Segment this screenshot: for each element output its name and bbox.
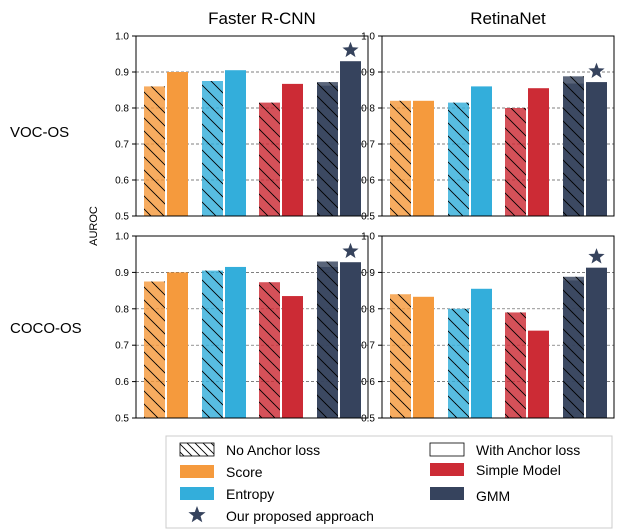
bar-with-anchor-score — [167, 272, 188, 418]
bar-hatch-score — [390, 294, 411, 418]
bar-with-anchor-simple-model — [528, 330, 549, 418]
bar-hatch-simple-model — [505, 312, 526, 418]
legend-label-with-anchor: With Anchor loss — [476, 442, 580, 458]
y-tick-label: 1.0 — [115, 32, 129, 43]
bar-with-anchor-gmm — [586, 267, 607, 418]
y-tick-label: 1.0 — [361, 32, 375, 43]
y-tick-label: 0.9 — [361, 268, 375, 279]
y-tick-label: 0.8 — [115, 304, 129, 315]
bar-with-anchor-entropy — [471, 288, 492, 418]
legend-swatch-no-anchor — [179, 442, 215, 457]
panel-coco-faster-rcnn: 0.5 0.6 0.7 0.8 0.9 1.0 — [115, 232, 369, 425]
y-tick-label: 0.7 — [115, 341, 129, 352]
panel-voc-faster-rcnn: 0.5 0.6 0.7 0.8 0.9 1.0 — [115, 32, 369, 223]
y-tick-label: 0.6 — [361, 176, 375, 187]
y-tick-label: 0.7 — [115, 140, 129, 151]
legend-swatch-simple-model — [430, 463, 464, 476]
star-icon — [588, 62, 605, 78]
legend-label-score: Score — [226, 464, 263, 480]
legend-label-no-anchor: No Anchor loss — [226, 442, 320, 458]
y-tick-label: 0.9 — [115, 68, 129, 79]
bar-hatch-score — [144, 86, 165, 217]
legend-label-simple-model: Simple Model — [476, 462, 561, 478]
y-tick-label: 0.7 — [361, 341, 375, 352]
bar-hatch-simple-model — [259, 102, 280, 216]
bar-with-anchor-entropy — [225, 266, 246, 418]
legend-label-entropy: Entropy — [226, 486, 274, 502]
y-tick-label: 0.5 — [115, 212, 129, 223]
y-tick-label: 0.8 — [361, 104, 375, 115]
y-tick-label: 0.6 — [115, 377, 129, 388]
bar-hatch-overlay-gmm — [563, 76, 584, 216]
panel-frame — [381, 35, 615, 217]
legend-label-gmm: GMM — [476, 488, 510, 504]
bar-hatch-entropy — [202, 81, 223, 216]
bar-hatch-entropy — [202, 270, 223, 418]
legend-star-icon — [188, 506, 206, 523]
bar-with-anchor-score — [413, 100, 434, 216]
bar-hatch-score — [390, 100, 411, 216]
row-label-voc-os: VOC-OS — [10, 124, 69, 141]
y-tick-label: 0.6 — [361, 377, 375, 388]
panel-frame — [135, 35, 369, 217]
panel-frame — [381, 235, 615, 419]
y-axis-label: AUROC — [88, 206, 100, 246]
y-tick-label: 0.8 — [361, 304, 375, 315]
panel-voc-retinanet: 0.5 0.6 0.7 0.8 0.9 1.0 — [361, 32, 615, 223]
y-tick-label: 0.5 — [361, 212, 375, 223]
legend-swatch-with-anchor — [429, 442, 465, 457]
row-label-coco-os: COCO-OS — [10, 320, 82, 337]
panel-coco-retinanet: 0.5 0.6 0.7 0.8 0.9 1.0 — [361, 232, 615, 425]
legend-swatch-gmm — [430, 487, 464, 500]
y-tick-label: 0.5 — [115, 414, 129, 425]
legend-label-star: Our proposed approach — [226, 508, 374, 524]
bar-hatch-simple-model — [505, 108, 526, 216]
bar-with-anchor-score — [413, 296, 434, 418]
bar-hatch-overlay-gmm — [317, 85, 338, 217]
legend: No Anchor loss With Anchor loss Score Si… — [165, 435, 613, 529]
legend-swatch-score — [180, 465, 214, 478]
y-tick-label: 0.6 — [115, 176, 129, 187]
column-title-retinanet: RetinaNet — [470, 9, 546, 28]
bar-with-anchor-entropy — [225, 70, 246, 216]
y-tick-label: 1.0 — [115, 232, 129, 243]
y-tick-label: 0.8 — [115, 104, 129, 115]
y-tick-label: 0.9 — [115, 268, 129, 279]
y-tick-label: 1.0 — [361, 232, 375, 243]
star-icon — [342, 242, 359, 259]
column-title-faster-rcnn: Faster R-CNN — [208, 9, 316, 28]
bar-hatch-score — [144, 281, 165, 418]
bar-with-anchor-score — [167, 72, 188, 216]
bar-with-anchor-simple-model — [528, 88, 549, 216]
legend-frame — [165, 435, 613, 529]
bar-hatch-overlay-gmm — [563, 280, 584, 418]
panel-frame — [135, 235, 369, 419]
bar-hatch-entropy — [448, 308, 469, 418]
bar-hatch-entropy — [448, 102, 469, 216]
bar-with-anchor-gmm — [586, 82, 607, 216]
legend-swatch-entropy — [180, 487, 214, 500]
y-tick-label: 0.9 — [361, 68, 375, 79]
y-tick-label: 0.5 — [361, 414, 375, 425]
bar-with-anchor-simple-model — [282, 296, 303, 418]
bar-with-anchor-simple-model — [282, 83, 303, 216]
bar-with-anchor-gmm — [340, 262, 361, 418]
star-icon — [588, 248, 605, 264]
bar-hatch-simple-model — [259, 282, 280, 418]
bar-with-anchor-entropy — [471, 86, 492, 217]
star-icon — [342, 41, 359, 58]
bar-hatch-overlay-gmm — [317, 261, 338, 418]
bar-with-anchor-gmm — [340, 61, 361, 217]
y-tick-label: 0.7 — [361, 140, 375, 151]
